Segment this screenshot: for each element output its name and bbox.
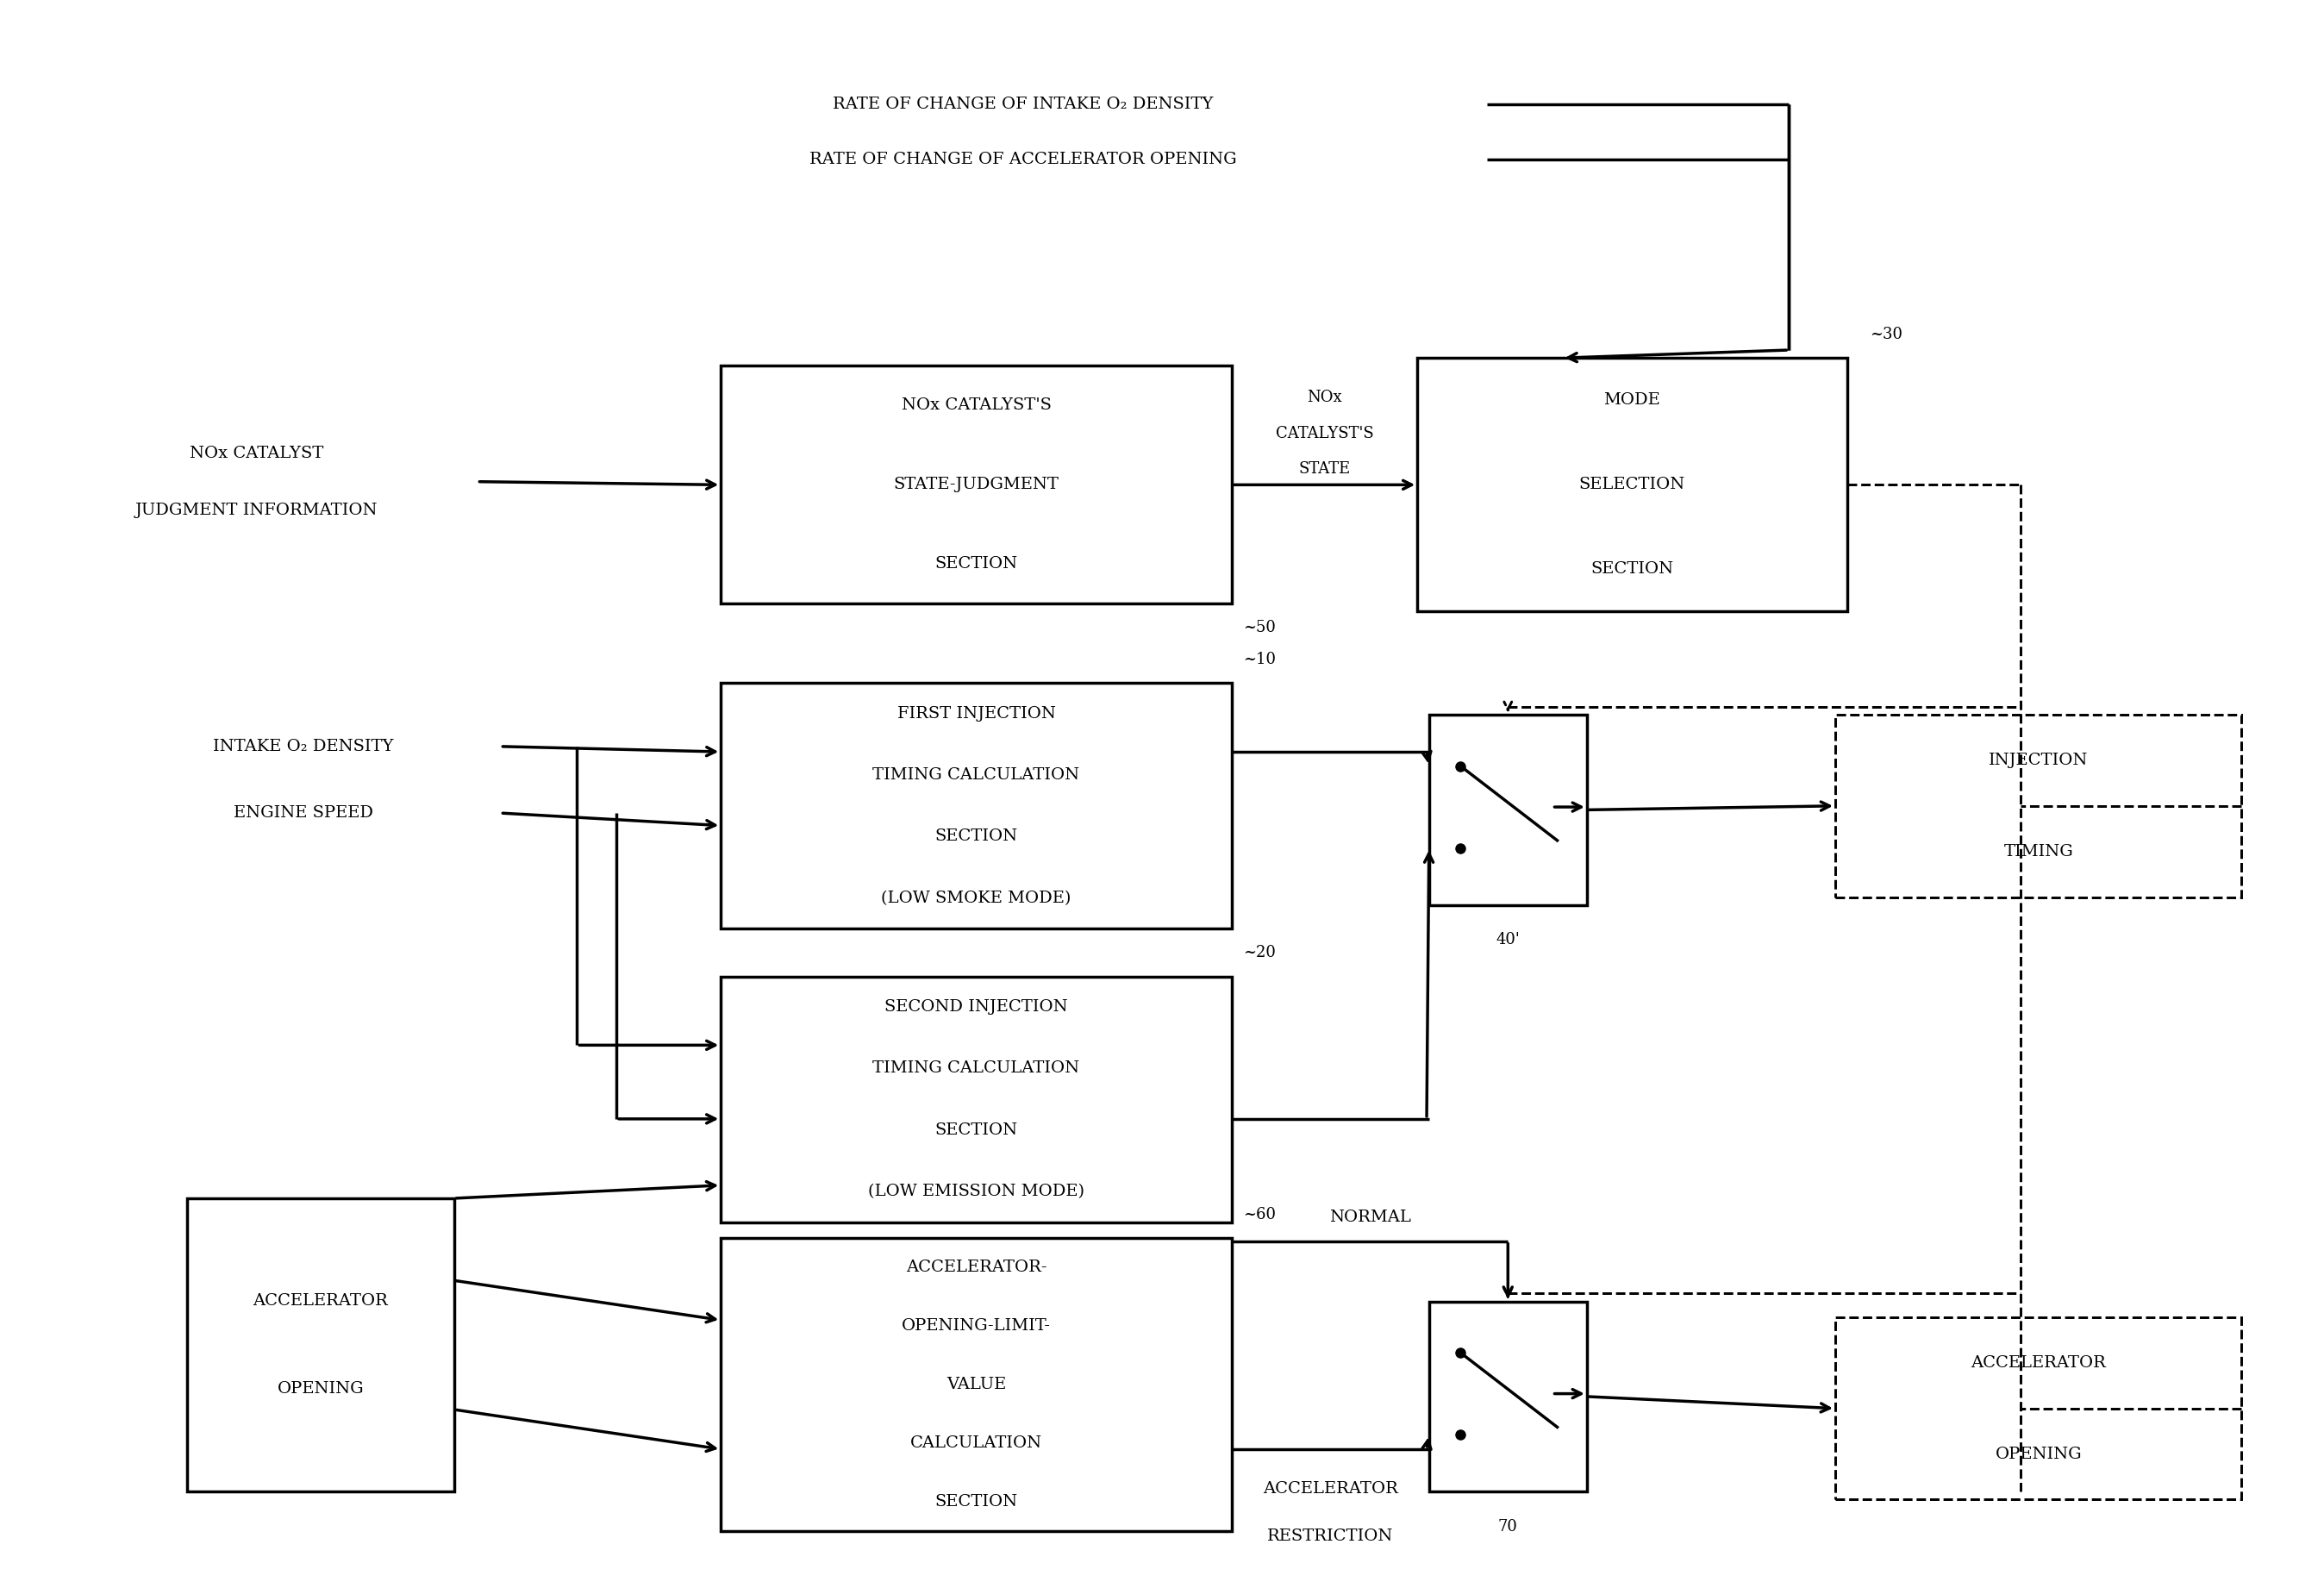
Text: (LOW EMISSION MODE): (LOW EMISSION MODE)	[869, 1183, 1085, 1199]
Text: TIMING: TIMING	[2003, 843, 2073, 859]
Bar	[720, 365, 1232, 603]
Text: ~20: ~20	[1243, 945, 1276, 961]
Bar	[720, 683, 1232, 929]
Text: JUDGMENT INFORMATION: JUDGMENT INFORMATION	[135, 502, 379, 518]
Text: ACCELERATOR: ACCELERATOR	[1971, 1355, 2106, 1370]
Text: INJECTION: INJECTION	[1989, 753, 2089, 769]
Text: SECTION: SECTION	[934, 1123, 1018, 1137]
Bar	[1836, 1318, 2243, 1499]
Text: RESTRICTION: RESTRICTION	[1267, 1529, 1394, 1544]
Bar	[720, 1239, 1232, 1531]
Text: ACCELERATOR: ACCELERATOR	[1262, 1482, 1399, 1496]
Text: SECTION: SECTION	[934, 556, 1018, 572]
Bar	[1836, 715, 2243, 897]
Bar	[186, 1199, 453, 1491]
Text: VALUE: VALUE	[946, 1377, 1006, 1393]
Text: TIMING CALCULATION: TIMING CALCULATION	[874, 1061, 1081, 1077]
Text: STATE-JUDGMENT: STATE-JUDGMENT	[892, 476, 1060, 492]
Text: INTAKE O₂ DENSITY: INTAKE O₂ DENSITY	[214, 738, 393, 754]
Text: ENGINE SPEED: ENGINE SPEED	[232, 805, 372, 821]
Text: RATE OF CHANGE OF ACCELERATOR OPENING: RATE OF CHANGE OF ACCELERATOR OPENING	[809, 152, 1236, 167]
Text: MODE: MODE	[1604, 392, 1659, 408]
Text: ACCELERATOR-: ACCELERATOR-	[906, 1259, 1046, 1275]
Text: ~10: ~10	[1243, 651, 1276, 667]
Bar	[1418, 357, 1848, 611]
Text: RATE OF CHANGE OF INTAKE O₂ DENSITY: RATE OF CHANGE OF INTAKE O₂ DENSITY	[832, 97, 1213, 113]
Text: OPENING-LIMIT-: OPENING-LIMIT-	[902, 1318, 1050, 1334]
Text: NOx CATALYST'S: NOx CATALYST'S	[902, 397, 1050, 413]
Text: SECTION: SECTION	[934, 1494, 1018, 1510]
Text: 70: 70	[1499, 1518, 1518, 1534]
Text: CALCULATION: CALCULATION	[911, 1436, 1041, 1451]
Text: OPENING: OPENING	[277, 1382, 365, 1397]
Text: NOx: NOx	[1306, 389, 1341, 405]
Text: TIMING CALCULATION: TIMING CALCULATION	[874, 767, 1081, 783]
Text: CATALYST'S: CATALYST'S	[1276, 426, 1373, 441]
Text: STATE: STATE	[1299, 461, 1350, 476]
Text: (LOW SMOKE MODE): (LOW SMOKE MODE)	[881, 891, 1071, 905]
Bar	[1429, 715, 1587, 905]
Bar	[1429, 1302, 1587, 1491]
Text: ~50: ~50	[1243, 619, 1276, 635]
Text: SECTION: SECTION	[1590, 562, 1673, 576]
Text: ~30: ~30	[1871, 327, 1903, 341]
Text: FIRST INJECTION: FIRST INJECTION	[897, 707, 1055, 721]
Text: SELECTION: SELECTION	[1578, 476, 1685, 492]
Text: SECTION: SECTION	[934, 829, 1018, 845]
Bar	[720, 977, 1232, 1223]
Text: ~60: ~60	[1243, 1207, 1276, 1223]
Text: OPENING: OPENING	[1994, 1447, 2082, 1463]
Text: 40': 40'	[1497, 932, 1520, 948]
Text: NORMAL: NORMAL	[1329, 1210, 1411, 1224]
Text: ACCELERATOR: ACCELERATOR	[253, 1293, 388, 1309]
Text: NOx CATALYST: NOx CATALYST	[191, 445, 323, 461]
Text: SECOND INJECTION: SECOND INJECTION	[885, 999, 1069, 1015]
